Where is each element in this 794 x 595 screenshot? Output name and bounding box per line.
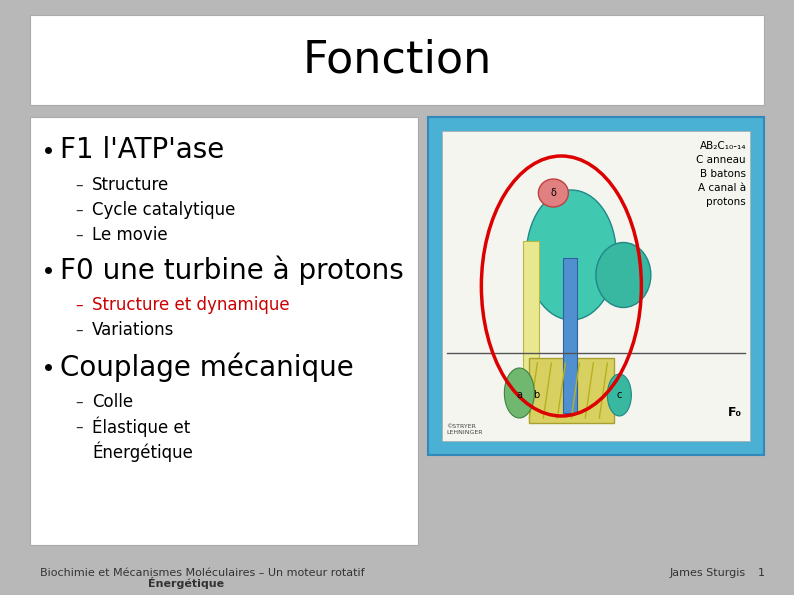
FancyBboxPatch shape bbox=[30, 117, 418, 545]
FancyBboxPatch shape bbox=[30, 15, 764, 105]
Ellipse shape bbox=[504, 368, 534, 418]
Text: –: – bbox=[75, 202, 83, 218]
Text: –: – bbox=[75, 419, 83, 434]
Text: Énergétique: Énergétique bbox=[148, 577, 224, 589]
FancyBboxPatch shape bbox=[442, 131, 750, 441]
Text: Variations: Variations bbox=[92, 321, 175, 339]
Text: AB₂C₁₀-₁₄
C anneau
B batons
A canal à
protons: AB₂C₁₀-₁₄ C anneau B batons A canal à pr… bbox=[696, 141, 746, 207]
Text: Structure et dynamique: Structure et dynamique bbox=[92, 296, 290, 314]
Text: Le movie: Le movie bbox=[92, 226, 168, 244]
Text: Structure: Structure bbox=[92, 176, 169, 194]
FancyBboxPatch shape bbox=[428, 117, 764, 455]
Text: 1: 1 bbox=[758, 568, 765, 578]
Text: Couplage mécanique: Couplage mécanique bbox=[60, 352, 354, 382]
Text: F1 l'ATP'ase: F1 l'ATP'ase bbox=[60, 136, 224, 164]
Text: Biochimie et Mécanismes Moléculaires – Un moteur rotatif: Biochimie et Mécanismes Moléculaires – U… bbox=[40, 568, 364, 578]
Text: Élastique et: Élastique et bbox=[92, 416, 191, 437]
FancyBboxPatch shape bbox=[564, 258, 577, 413]
Text: Colle: Colle bbox=[92, 393, 133, 411]
Text: Énergétique: Énergétique bbox=[92, 441, 193, 462]
Text: James Sturgis: James Sturgis bbox=[670, 568, 746, 578]
Text: δ: δ bbox=[550, 188, 557, 198]
Text: Fonction: Fonction bbox=[303, 39, 491, 82]
FancyBboxPatch shape bbox=[530, 358, 615, 423]
Text: –: – bbox=[75, 322, 83, 337]
Text: F₀: F₀ bbox=[728, 406, 742, 419]
FancyBboxPatch shape bbox=[523, 240, 539, 411]
Ellipse shape bbox=[526, 190, 616, 320]
Text: F0 une turbine à protons: F0 une turbine à protons bbox=[60, 255, 404, 285]
Text: a: a bbox=[516, 390, 522, 400]
Ellipse shape bbox=[596, 243, 651, 308]
Text: –: – bbox=[75, 227, 83, 243]
Text: –: – bbox=[75, 177, 83, 193]
Ellipse shape bbox=[538, 179, 569, 207]
Text: ©STRYER
LEHNINGER: ©STRYER LEHNINGER bbox=[446, 424, 483, 435]
Text: Cycle catalytique: Cycle catalytique bbox=[92, 201, 235, 219]
Ellipse shape bbox=[607, 374, 631, 416]
Text: b: b bbox=[534, 390, 539, 400]
Text: c: c bbox=[617, 390, 622, 400]
Text: –: – bbox=[75, 394, 83, 409]
Text: –: – bbox=[75, 298, 83, 312]
